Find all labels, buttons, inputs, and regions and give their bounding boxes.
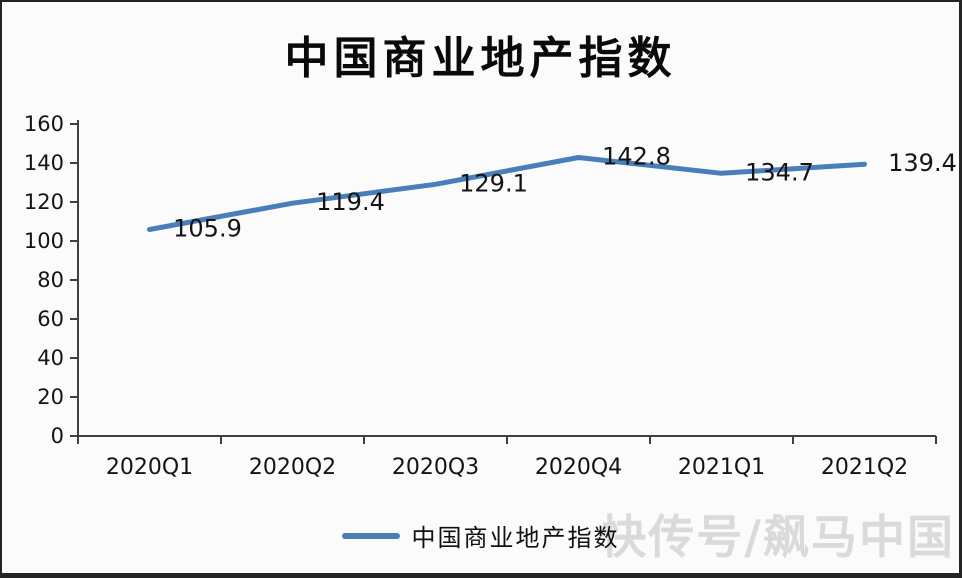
data-label: 105.9 (173, 214, 242, 242)
y-tick-label: 80 (37, 268, 64, 292)
x-category-label: 2021Q2 (821, 455, 908, 480)
y-tick-label: 160 (24, 112, 64, 136)
data-label: 134.7 (745, 158, 814, 186)
chart-title: 中国商业地产指数 (284, 33, 677, 84)
x-category-label: 2020Q2 (249, 455, 336, 480)
y-tick-label: 20 (37, 385, 64, 409)
y-tick-label: 0 (51, 424, 64, 448)
y-tick-label: 60 (37, 307, 64, 331)
data-label: 129.1 (459, 169, 528, 197)
data-label: 119.4 (316, 188, 385, 216)
x-category-label: 2020Q1 (106, 455, 193, 480)
legend-line-swatch (341, 532, 400, 539)
legend-label: 中国商业地产指数 (411, 524, 620, 552)
legend: 中国商业地产指数 (341, 518, 620, 553)
x-category-label: 2021Q1 (678, 455, 765, 480)
x-category-label: 2020Q3 (392, 455, 479, 480)
series-line (147, 155, 867, 232)
y-tick-label: 100 (24, 229, 64, 253)
y-tick-label: 140 (24, 151, 64, 175)
y-tick-label: 40 (37, 346, 64, 370)
data-label: 142.8 (602, 143, 671, 171)
y-tick-label: 120 (24, 190, 64, 214)
data-label: 139.4 (888, 149, 957, 177)
x-category-label: 2020Q4 (535, 455, 622, 480)
